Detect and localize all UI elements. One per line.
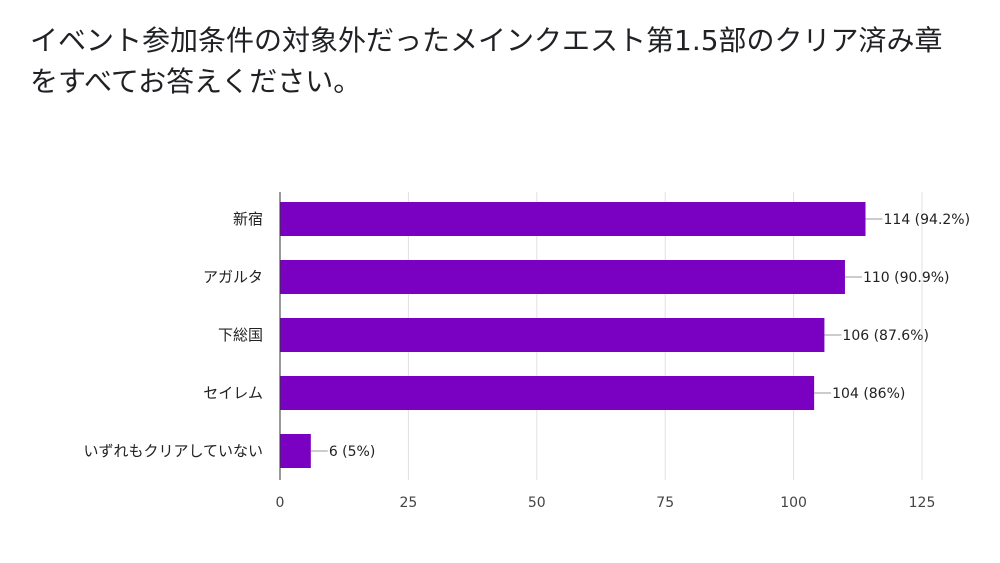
data-label: 106 (87.6%) xyxy=(842,328,929,344)
x-tick-label: 100 xyxy=(780,495,807,511)
category-label: 新宿 xyxy=(233,210,263,228)
category-label: いずれもクリアしていない xyxy=(83,442,263,460)
category-label: セイレム xyxy=(203,384,263,402)
x-tick-label: 25 xyxy=(399,495,417,511)
x-tick-label: 50 xyxy=(528,495,546,511)
category-label: 下総国 xyxy=(218,326,263,344)
data-label: 104 (86%) xyxy=(832,386,905,402)
bar xyxy=(280,434,311,468)
data-label: 6 (5%) xyxy=(329,444,376,460)
data-label: 114 (94.2%) xyxy=(884,212,971,228)
bars xyxy=(280,202,866,468)
x-tick-label: 75 xyxy=(656,495,674,511)
bar xyxy=(280,260,845,294)
bar xyxy=(280,376,815,410)
chart-title: イベント参加条件の対象外だったメインクエスト第1.5部のクリア済み章をすべてお答… xyxy=(30,24,943,98)
labels: 新宿 114 (94.2%) アガルタ 110 (90.9%) 下総国 106 (87.6… xyxy=(83,210,970,460)
category-label: アガルタ xyxy=(203,268,263,286)
bar xyxy=(280,202,866,236)
data-label: 110 (90.9%) xyxy=(863,270,950,286)
x-tick-label: 0 xyxy=(276,495,285,511)
x-axis-ticks: 0 25 50 75 100 125 xyxy=(276,495,936,511)
bar xyxy=(280,318,825,352)
x-tick-label: 125 xyxy=(909,495,936,511)
